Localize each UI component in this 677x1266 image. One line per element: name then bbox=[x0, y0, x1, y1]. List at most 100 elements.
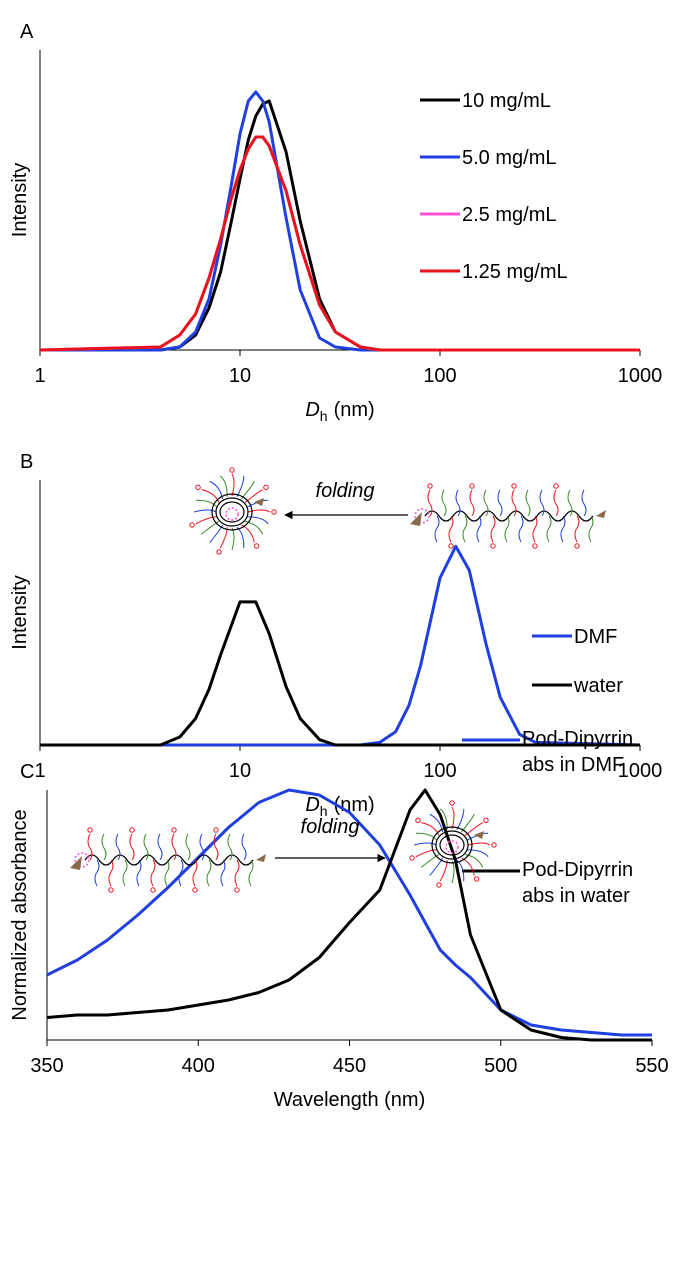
panel-label: A bbox=[20, 21, 34, 43]
end-group bbox=[108, 887, 114, 893]
side-chain bbox=[248, 859, 254, 887]
series-line bbox=[46, 788, 652, 1037]
side-chain bbox=[236, 526, 245, 549]
side-chain bbox=[434, 515, 440, 543]
end-group bbox=[409, 855, 415, 861]
side-chain bbox=[219, 527, 228, 549]
series-line bbox=[40, 600, 640, 747]
arrow-end bbox=[256, 854, 266, 862]
panel-label: B bbox=[20, 451, 33, 473]
side-chain bbox=[247, 516, 269, 525]
side-chain bbox=[532, 515, 538, 543]
end-group bbox=[189, 522, 195, 528]
side-chain bbox=[143, 833, 149, 861]
side-chain bbox=[421, 822, 440, 836]
side-chain bbox=[136, 859, 142, 887]
end-group bbox=[532, 543, 538, 549]
end-group bbox=[263, 484, 269, 491]
side-chain bbox=[448, 515, 454, 543]
backbone-coil bbox=[219, 501, 245, 523]
legend-label: Pod-Dipyrrin abs in DMF bbox=[522, 728, 634, 776]
side-chain bbox=[476, 515, 482, 543]
end-group bbox=[171, 827, 177, 833]
x-tick-label: 100 bbox=[423, 760, 456, 782]
x-axis-label: Wavelength (nm) bbox=[274, 1089, 426, 1111]
x-label-subscript: h bbox=[320, 803, 328, 819]
legend-label: DMF bbox=[574, 626, 617, 648]
side-chain bbox=[469, 489, 475, 517]
x-tick-label: 100 bbox=[423, 365, 456, 387]
y-axis-label: Intensity bbox=[9, 163, 31, 237]
end-group bbox=[234, 887, 240, 893]
side-chain bbox=[87, 833, 93, 861]
x-label-unit: (nm) bbox=[334, 399, 375, 421]
side-chain bbox=[439, 860, 448, 882]
arrow-end bbox=[474, 831, 484, 839]
end-group bbox=[553, 483, 559, 489]
side-chain bbox=[241, 833, 247, 861]
annotation: folding bbox=[301, 816, 360, 838]
x-tick-label: 500 bbox=[484, 1055, 517, 1077]
end-group bbox=[129, 827, 135, 833]
side-chain bbox=[195, 499, 218, 508]
end-group bbox=[511, 483, 517, 489]
side-chain bbox=[546, 515, 552, 543]
side-chain bbox=[456, 808, 465, 831]
side-chain bbox=[483, 489, 489, 517]
series-line bbox=[40, 544, 641, 747]
legend-label: water bbox=[573, 675, 623, 697]
polymer-chain bbox=[410, 483, 606, 549]
side-chain bbox=[461, 857, 475, 876]
side-chain bbox=[206, 859, 212, 887]
x-label-unit: (nm) bbox=[334, 794, 375, 816]
side-chain bbox=[415, 849, 437, 858]
side-chain bbox=[415, 832, 438, 841]
side-chain bbox=[553, 489, 559, 517]
side-chain bbox=[209, 524, 224, 544]
side-chain bbox=[199, 833, 205, 861]
side-chain bbox=[567, 489, 573, 517]
backbone-coil bbox=[211, 493, 253, 531]
x-tick-label: 1000 bbox=[618, 365, 663, 387]
x-tick-label: 450 bbox=[333, 1055, 366, 1077]
polymer-chain bbox=[70, 827, 266, 893]
side-chain bbox=[101, 833, 107, 861]
side-chain bbox=[429, 857, 444, 877]
side-chain bbox=[241, 524, 255, 543]
arrow-end bbox=[254, 498, 264, 506]
x-tick-label: 1 bbox=[34, 365, 45, 387]
side-chain bbox=[108, 859, 114, 887]
side-chain bbox=[94, 859, 100, 887]
x-label-variable: D bbox=[305, 794, 319, 816]
side-chain bbox=[413, 842, 437, 846]
side-chain bbox=[504, 515, 510, 543]
side-chain bbox=[467, 842, 491, 846]
x-axis-label: Dh (nm) bbox=[305, 399, 374, 424]
end-group bbox=[271, 509, 277, 515]
side-chain bbox=[441, 489, 447, 517]
side-chain bbox=[427, 489, 433, 517]
side-chain bbox=[420, 853, 440, 868]
side-chain bbox=[518, 515, 524, 543]
end-group bbox=[195, 484, 201, 491]
side-chain bbox=[247, 509, 271, 513]
x-tick-label: 1 bbox=[34, 760, 45, 782]
end-group bbox=[473, 876, 480, 882]
dye bbox=[225, 507, 239, 521]
legend-label: 1.25 mg/mL bbox=[462, 261, 568, 283]
dye bbox=[414, 508, 430, 524]
end-group bbox=[448, 543, 454, 549]
y-axis-label: Intensity bbox=[9, 575, 31, 649]
side-chain bbox=[231, 527, 235, 551]
end-group bbox=[229, 467, 235, 473]
legend-label: 10 mg/mL bbox=[462, 90, 551, 112]
side-chain bbox=[451, 806, 455, 830]
side-chain bbox=[451, 860, 455, 884]
backbone bbox=[424, 510, 594, 522]
dye bbox=[74, 852, 90, 868]
x-tick-label: 10 bbox=[229, 365, 251, 387]
side-chain bbox=[236, 475, 245, 498]
x-tick-label: 550 bbox=[635, 1055, 668, 1077]
side-chain bbox=[185, 833, 191, 861]
